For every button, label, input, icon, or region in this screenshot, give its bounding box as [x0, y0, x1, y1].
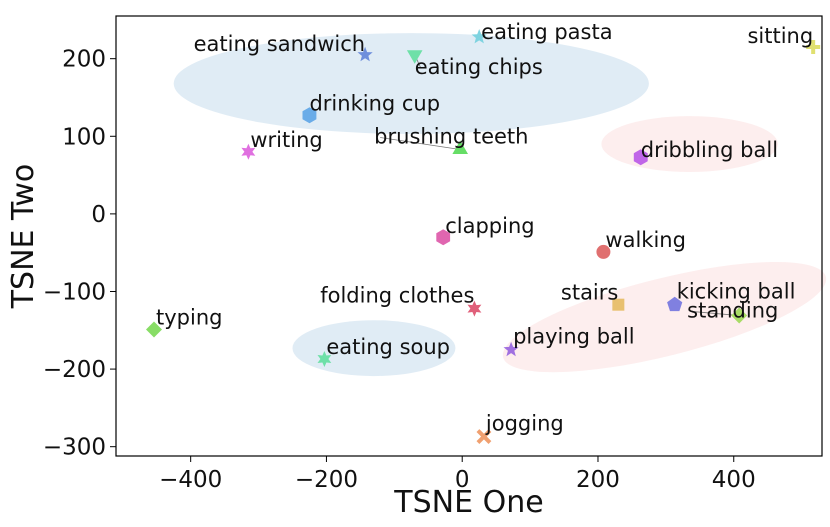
x-tick-label: 400 — [712, 467, 756, 493]
point-writing — [241, 143, 256, 160]
label-eating-chips: eating chips — [415, 55, 543, 79]
x-tick-label: 0 — [455, 467, 470, 493]
leader-line-brushing-teeth — [380, 137, 461, 150]
y-tick-label: −100 — [43, 279, 106, 305]
y-axis-ticks: 200 100 0 −100 −200 −300 — [43, 47, 116, 461]
label-walking: walking — [605, 228, 686, 252]
label-jogging: jogging — [485, 412, 564, 436]
x-axis-label: TSNE One — [393, 485, 543, 520]
y-tick-label: 100 — [62, 124, 106, 150]
x-axis-ticks: −400 −200 0 200 400 — [159, 456, 756, 493]
label-sitting: sitting — [747, 24, 813, 48]
y-tick-label: −200 — [43, 357, 106, 383]
x-tick-label: −400 — [159, 467, 222, 493]
y-tick-label: 0 — [91, 202, 106, 228]
x-tick-label: 200 — [576, 467, 620, 493]
label-kicking-ball: kicking ball — [677, 280, 796, 304]
point-brushing-teeth — [452, 140, 468, 154]
cluster-ellipse — [173, 33, 649, 134]
scatter-points — [146, 29, 821, 445]
label-eating-sandwich: eating sandwich — [194, 32, 366, 56]
leader-line-standing — [693, 311, 740, 316]
point-eating-soup — [317, 351, 332, 367]
y-tick-label: −300 — [43, 435, 106, 461]
point-eating-sandwich — [357, 46, 373, 62]
point-typing — [146, 321, 162, 338]
point-drinking-cup — [302, 107, 317, 124]
label-typing: typing — [156, 306, 222, 330]
point-stairs — [612, 298, 625, 311]
point-kicking-ball — [667, 296, 683, 312]
label-folding-clothes: folding clothes — [320, 284, 474, 308]
label-dribbling-ball: dribbling ball — [641, 138, 778, 162]
point-dribbling-ball — [633, 149, 648, 166]
label-stairs: stairs — [561, 281, 618, 305]
label-drinking-cup: drinking cup — [309, 91, 440, 115]
point-standing — [731, 307, 748, 324]
cluster-ellipse — [292, 320, 456, 377]
point-eating-pasta — [471, 29, 487, 44]
label-playing-ball: playing ball — [513, 325, 634, 349]
point-clapping — [436, 229, 451, 246]
point-folding-clothes — [467, 300, 482, 317]
label-eating-soup: eating soup — [326, 335, 450, 359]
label-clapping: clapping — [445, 214, 534, 238]
point-jogging — [476, 429, 492, 445]
y-tick-label: 200 — [62, 47, 106, 73]
point-playing-ball — [503, 341, 519, 357]
cluster-ellipse — [502, 261, 827, 373]
y-axis-label: TSNE Two — [6, 164, 41, 310]
label-writing: writing — [250, 128, 322, 152]
point-sitting — [806, 40, 821, 55]
point-labels: eating sandwich eating pasta eating chips s… — [156, 20, 813, 436]
cluster-ellipses — [173, 33, 827, 377]
x-tick-label: −200 — [295, 467, 358, 493]
point-eating-chips — [406, 50, 423, 64]
point-walking — [596, 244, 611, 259]
plot-frame — [115, 15, 823, 457]
label-brushing-teeth: brushing teeth — [374, 124, 528, 148]
label-eating-pasta: eating pasta — [481, 20, 612, 44]
label-standing: standing — [687, 299, 778, 323]
